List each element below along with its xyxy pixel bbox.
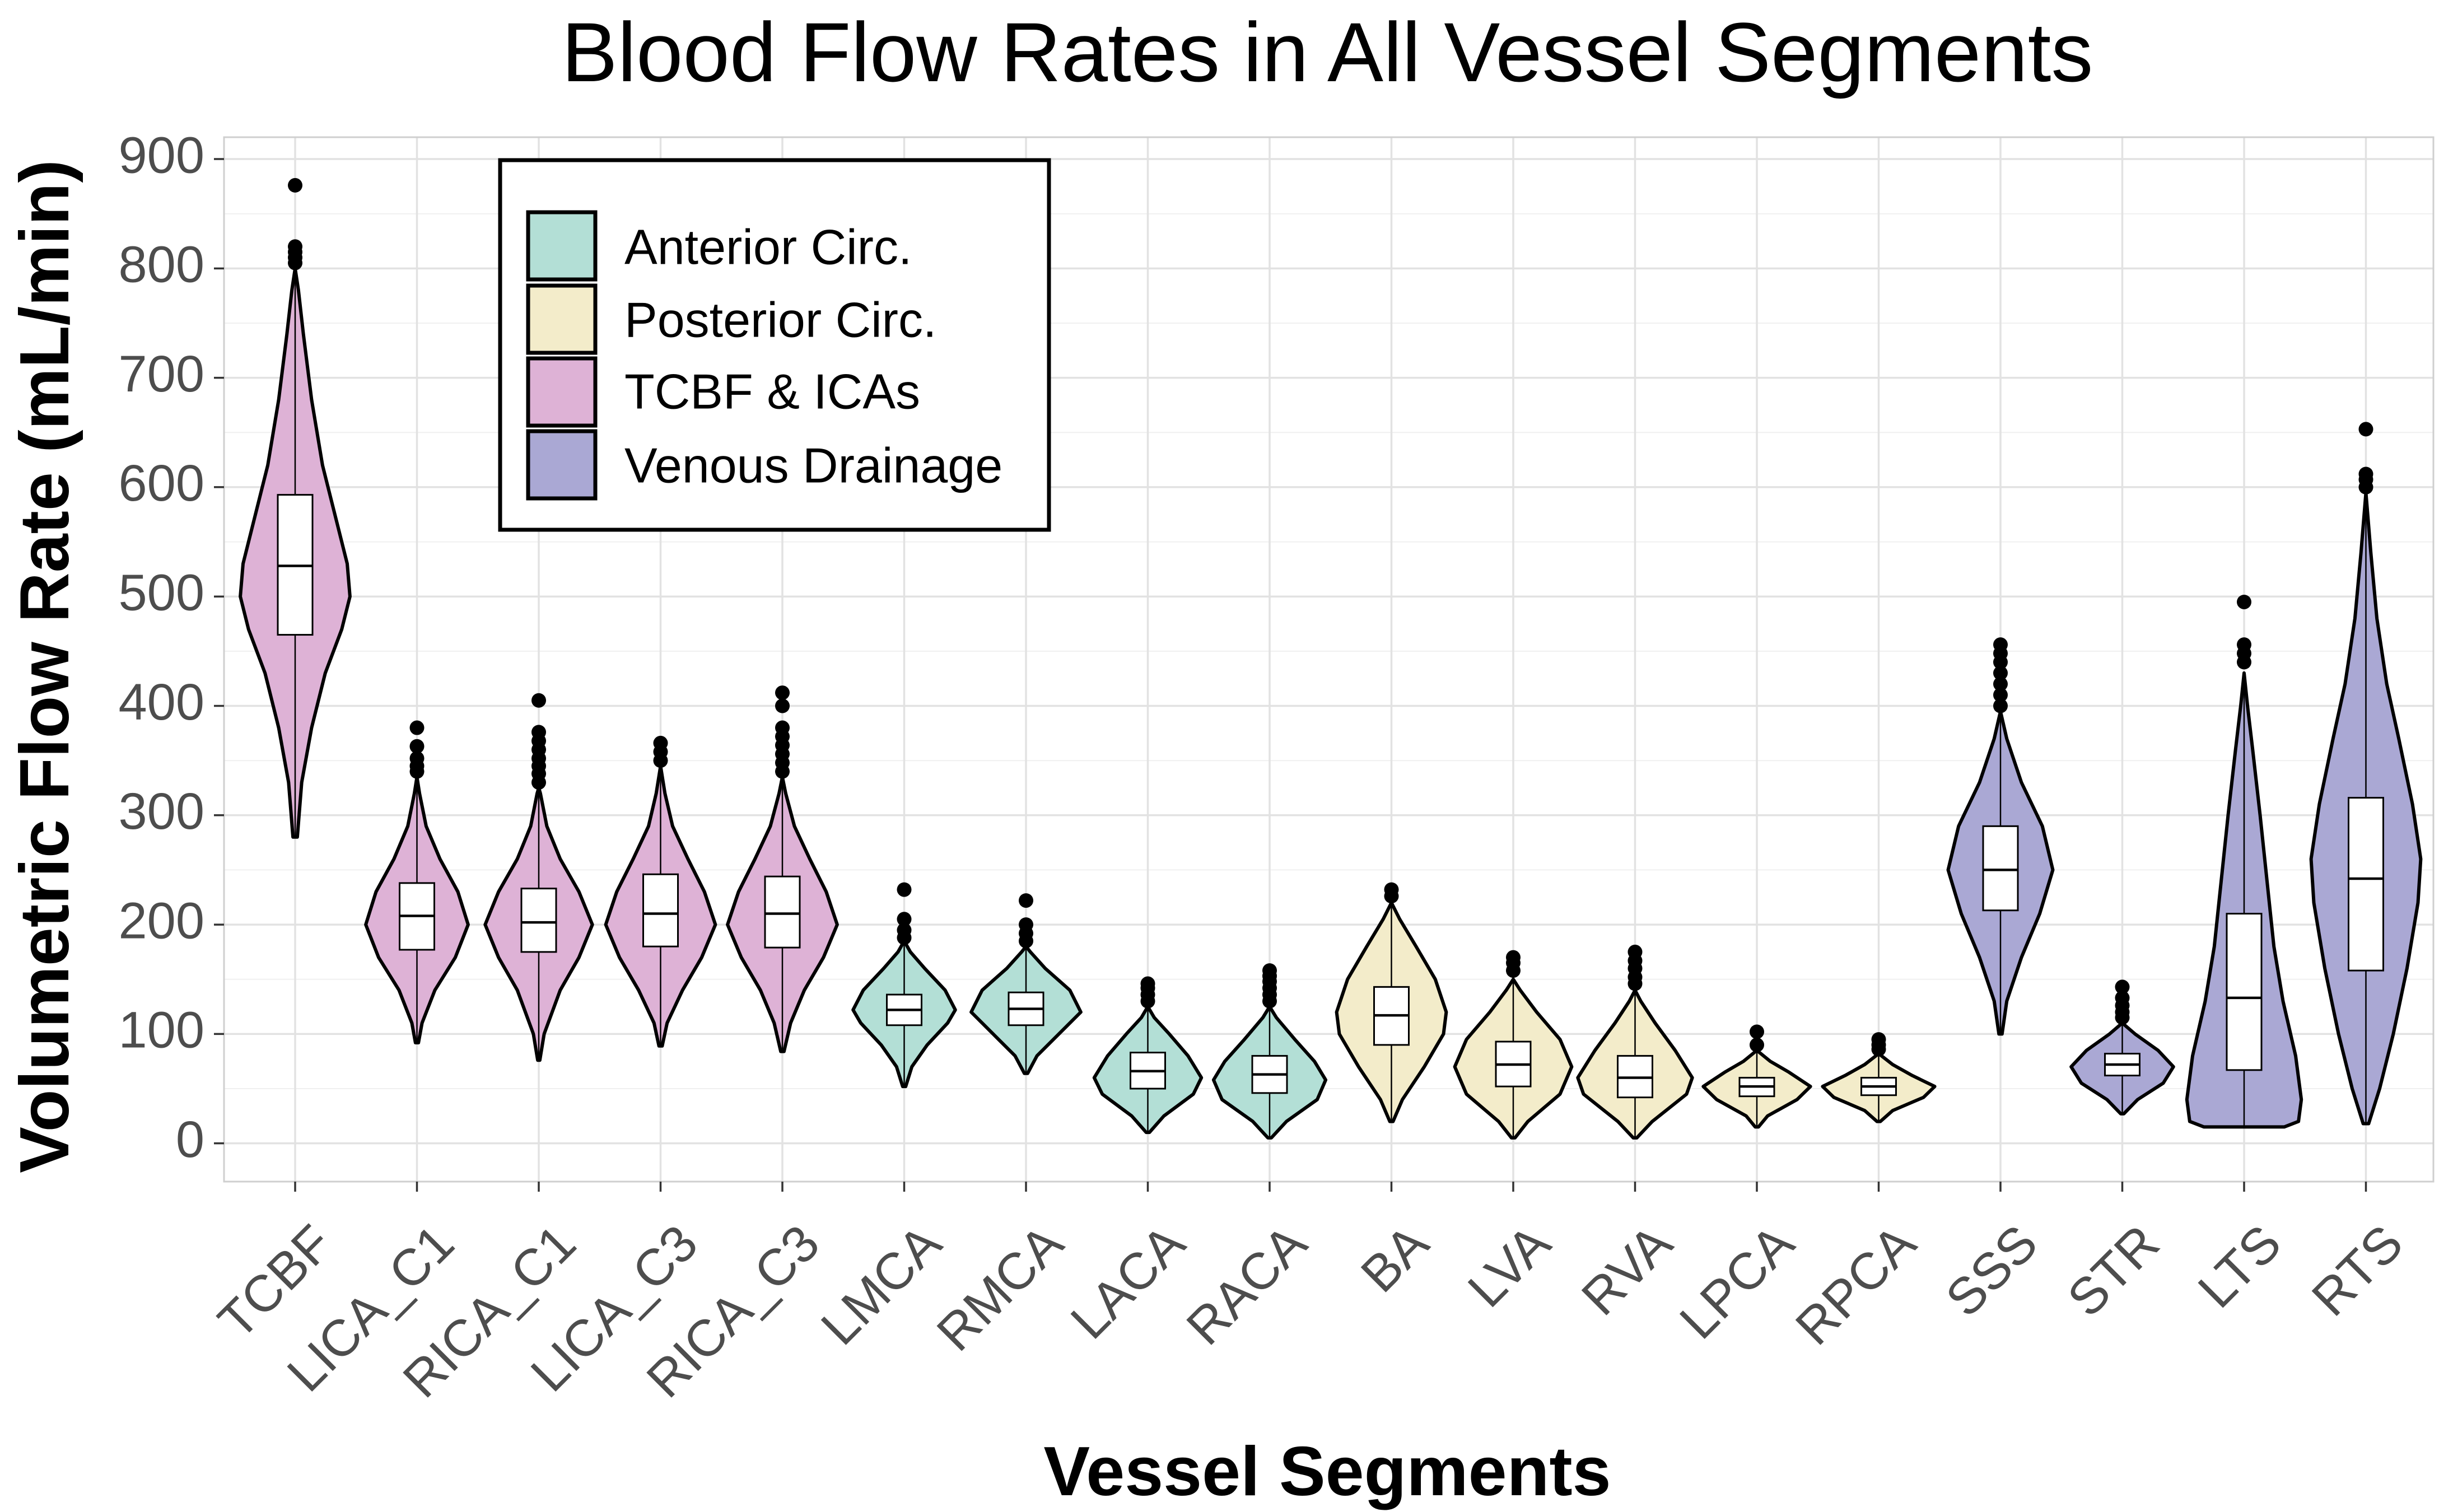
violin-lmca: [851, 882, 957, 1089]
violin-raca: [1211, 963, 1328, 1140]
violin-rica-c1: [483, 693, 594, 1062]
outlier-point-rpca: [1871, 1032, 1886, 1047]
outlier-point-lica-c1: [409, 720, 425, 735]
legend-item-posterior: Posterior Circ.: [526, 283, 936, 355]
y-tick-label: 300: [119, 783, 205, 840]
legend-swatch-posterior: [526, 283, 598, 355]
y-tick-label: 500: [119, 564, 205, 622]
box-rica-c1: [520, 888, 557, 953]
outlier-point-lmca: [897, 882, 912, 897]
outlier-point-lpca: [1750, 1037, 1764, 1052]
y-tick-label: 900: [119, 127, 205, 184]
legend-label-tcbf-icas: TCBF & ICAs: [624, 363, 920, 419]
violin-rts: [2309, 422, 2423, 1126]
outlier-point-rts: [2358, 466, 2373, 482]
legend-item-anterior: Anterior Circ.: [526, 210, 912, 282]
x-axis-label: Vessel Segments: [1043, 1433, 1611, 1510]
legend-label-anterior: Anterior Circ.: [624, 219, 912, 274]
y-axis-label: Volumetric Flow Rate (mL/min): [6, 160, 83, 1173]
y-tick-label: 600: [119, 455, 205, 512]
box-lts: [2226, 913, 2263, 1071]
outlier-point-lmca: [897, 912, 912, 927]
y-tick-label: 0: [176, 1111, 204, 1168]
outlier-point-lts: [2237, 637, 2251, 652]
outlier-point-laca: [1140, 976, 1155, 991]
outlier-point-rica-c1: [531, 693, 546, 708]
outlier-point-rmca: [1019, 917, 1033, 932]
outlier-point-sss: [1993, 687, 2008, 702]
legend-item-venous: Venous Drainage: [526, 429, 1002, 501]
outlier-point-tcbf: [288, 178, 302, 193]
outlier-point-lva: [1506, 950, 1521, 965]
legend-swatch-venous: [526, 429, 598, 501]
violins: [239, 178, 2423, 1140]
y-tick-label: 700: [119, 346, 205, 403]
legend-swatch-anterior: [526, 210, 598, 282]
violin-str: [2069, 979, 2175, 1116]
outlier-point-rts: [2358, 422, 2373, 437]
violin-lts: [2185, 594, 2303, 1129]
outlier-point-rica-c3: [775, 698, 790, 713]
outlier-point-str: [2115, 979, 2130, 995]
y-tick-label: 400: [119, 674, 205, 731]
violin-lpca: [1701, 1024, 1812, 1129]
violin-rva: [1576, 944, 1694, 1140]
outlier-point-lica-c3: [653, 735, 668, 750]
outlier-point-rica-c3: [775, 720, 790, 735]
violin-rmca: [969, 893, 1083, 1075]
violin-lica-c1: [364, 720, 470, 1044]
legend-swatch-tcbf-icas: [526, 356, 598, 428]
outlier-point-sss: [1993, 665, 2008, 680]
box-rts: [2348, 797, 2384, 972]
outlier-point-str: [2115, 990, 2130, 1005]
violin-rica-c3: [726, 685, 839, 1053]
outlier-point-lica-c1: [409, 739, 425, 754]
outlier-point-lpca: [1750, 1024, 1764, 1039]
y-tick-label: 200: [119, 892, 205, 949]
violin-sss: [1946, 637, 2055, 1036]
box-lica-c3: [642, 873, 679, 948]
y-tick-label: 100: [119, 1002, 205, 1059]
outlier-point-rica-c3: [775, 685, 790, 701]
legend-label-venous: Venous Drainage: [624, 437, 1002, 493]
outlier-point-rmca: [1019, 893, 1033, 908]
violin-lva: [1453, 950, 1574, 1140]
violin-tcbf: [239, 178, 352, 839]
plot-panel-border: [223, 136, 2435, 1183]
outlier-point-raca: [1262, 963, 1277, 978]
legend-label-posterior: Posterior Circ.: [624, 292, 936, 347]
violin-lica-c3: [604, 735, 717, 1048]
outlier-point-sss: [1993, 676, 2008, 692]
y-tick-labels: 0 100 200 300 400 500 600 700 800 900: [119, 127, 224, 1168]
violin-laca: [1092, 976, 1204, 1135]
legend-item-tcbf-icas: TCBF & ICAs: [526, 356, 920, 428]
box-rica-c3: [764, 875, 801, 949]
y-tick-label: 800: [119, 236, 205, 293]
legend: Anterior Circ. Posterior Circ. TCBF & IC…: [498, 158, 1051, 532]
box-sss: [1982, 825, 2019, 912]
outlier-point-lmca: [897, 922, 912, 937]
outlier-point-rva: [1627, 944, 1643, 959]
outlier-point-tcbf: [288, 239, 302, 254]
outlier-point-sss: [1993, 698, 2008, 713]
violin-ba: [1335, 882, 1448, 1123]
outlier-point-lica-c1: [409, 751, 425, 766]
outlier-point-lts: [2237, 594, 2251, 609]
outlier-point-ba: [1384, 882, 1399, 897]
outlier-point-sss: [1993, 637, 2008, 652]
chart-title: Blood Flow Rates in All Vessel Segments: [562, 5, 2093, 99]
violin-rpca: [1821, 1032, 1937, 1123]
outlier-point-rica-c1: [531, 725, 546, 740]
